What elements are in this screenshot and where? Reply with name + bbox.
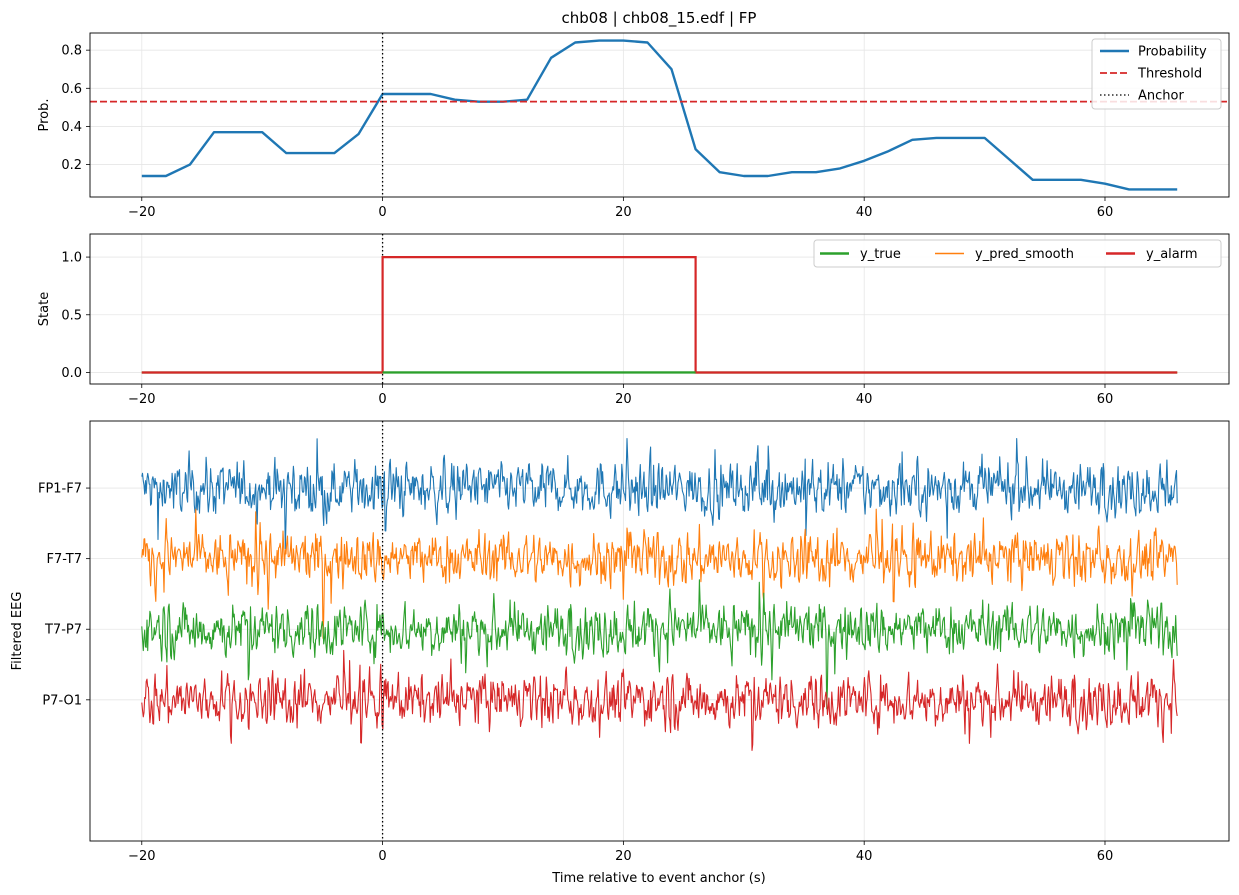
eeg-trace-fp1-f7 (141, 438, 1178, 550)
y-tick-label: 0.8 (61, 44, 82, 59)
legend-label: Probability (1138, 45, 1207, 60)
state-panel: −20 0 20 40 60 0.0 0.5 1.0 State y_true y_pred_smo… (37, 233, 1230, 407)
axes-frame (89, 32, 1230, 198)
state-legend: y_true y_pred_smooth y_alarm (813, 239, 1222, 268)
x-tick-label: 40 (856, 849, 873, 864)
legend-label: y_pred_smooth (975, 247, 1074, 262)
eeg-panel: −20 0 20 40 60 FP1-F7 F7-T7 T7-P7 P7-O1 Filtered … (10, 420, 1230, 864)
x-tick-label: −20 (128, 849, 155, 864)
legend-label: y_alarm (1146, 247, 1198, 262)
y-tick-label: 0.0 (61, 366, 82, 381)
eeg-trace-f7-t7 (141, 508, 1178, 639)
y-tick-label: T7-P7 (44, 623, 82, 638)
probability-series-line (141, 39, 1178, 191)
y-axis-label: Filtered EEG (10, 592, 25, 671)
legend-label: Anchor (1138, 89, 1184, 104)
y-tick-label: P7-O1 (42, 693, 82, 708)
y-tick-label: F7-T7 (47, 552, 82, 567)
y-axis-label: Prob. (37, 98, 52, 131)
eeg-trace-t7-p7 (141, 579, 1178, 710)
x-tick-label: 40 (856, 205, 873, 220)
axes-frame (89, 420, 1230, 842)
figure-title: chb08 | chb08_15.edf | FP (562, 9, 757, 28)
legend-box (1091, 38, 1222, 110)
x-tick-label: −20 (128, 205, 155, 220)
x-tick-label: 20 (615, 392, 632, 407)
x-tick-label: 40 (856, 392, 873, 407)
x-tick-label: 0 (378, 849, 386, 864)
x-tick-label: 0 (378, 205, 386, 220)
y-alarm-series-line (141, 256, 1178, 374)
legend-label: y_true (860, 247, 901, 262)
y-tick-label: 0.4 (61, 120, 82, 135)
y-tick-label: 1.0 (61, 251, 82, 266)
legend-box (813, 239, 1222, 268)
legend-label: Threshold (1137, 67, 1202, 82)
x-tick-label: 0 (378, 392, 386, 407)
probability-legend: Probability Threshold Anchor (1091, 38, 1222, 110)
probability-panel: −20 0 20 40 60 0.2 0.4 0.6 0.8 Prob. Probability Th… (37, 32, 1230, 220)
y-tick-label: 0.6 (61, 82, 82, 97)
x-tick-label: −20 (128, 392, 155, 407)
x-tick-label: 60 (1097, 849, 1114, 864)
axes-frame (89, 233, 1230, 385)
x-tick-label: 60 (1097, 205, 1114, 220)
y-tick-label: 0.2 (61, 158, 82, 173)
x-axis-label: Time relative to event anchor (s) (551, 871, 765, 886)
x-tick-label: 20 (615, 205, 632, 220)
y-axis-label: State (37, 292, 52, 326)
eeg-trace-p7-o1 (141, 649, 1178, 751)
y-tick-label: FP1-F7 (38, 482, 82, 497)
x-tick-label: 20 (615, 849, 632, 864)
x-tick-label: 60 (1097, 392, 1114, 407)
y-tick-label: 0.5 (61, 308, 82, 323)
